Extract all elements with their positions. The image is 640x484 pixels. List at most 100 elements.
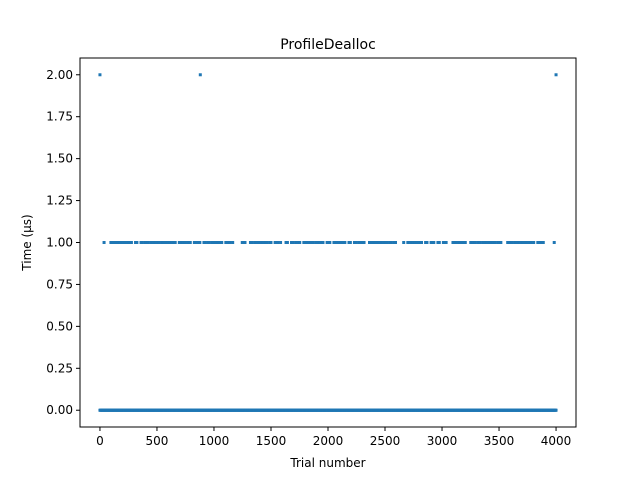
data-point xyxy=(157,241,161,244)
x-tick-label: 3000 xyxy=(427,434,458,448)
data-point xyxy=(321,241,325,244)
data-point xyxy=(269,241,273,244)
data-point xyxy=(328,241,332,244)
data-point xyxy=(432,241,436,244)
data-point xyxy=(532,241,536,244)
data-point xyxy=(276,241,280,244)
data-point xyxy=(339,241,343,244)
data-point xyxy=(228,241,232,244)
data-point xyxy=(385,241,389,244)
data-point xyxy=(377,241,381,244)
data-point xyxy=(537,241,541,244)
data-point xyxy=(225,241,229,244)
x-tick-label: 1000 xyxy=(199,434,230,448)
data-point xyxy=(198,241,202,244)
y-tick-label: 0.50 xyxy=(46,319,73,333)
data-point xyxy=(419,241,423,244)
data-point xyxy=(437,241,441,244)
data-point xyxy=(212,241,216,244)
data-point xyxy=(220,241,224,244)
chart-title: ProfileDealloc xyxy=(280,37,376,53)
data-point xyxy=(499,241,503,244)
data-point xyxy=(348,241,352,244)
data-point xyxy=(207,241,211,244)
y-axis-label: Time (μs) xyxy=(20,214,34,271)
data-point xyxy=(203,241,207,244)
data-point xyxy=(444,241,448,244)
data-point xyxy=(406,241,410,244)
data-point xyxy=(311,241,315,244)
x-axis: 0 500 1000 1500 2000 2500 3000 3500 4000 xyxy=(96,427,571,448)
data-point xyxy=(183,241,187,244)
data-point xyxy=(146,241,150,244)
data-point xyxy=(417,241,421,244)
x-tick-label: 2500 xyxy=(370,434,401,448)
data-point xyxy=(129,241,133,244)
data-point xyxy=(493,241,497,244)
data-point xyxy=(541,241,545,244)
data-point xyxy=(510,241,514,244)
data-point xyxy=(102,241,106,244)
data-point xyxy=(554,408,558,412)
data-point xyxy=(265,241,269,244)
data-point xyxy=(98,73,102,77)
data-point xyxy=(240,241,244,244)
data-point xyxy=(285,241,289,244)
data-point xyxy=(168,241,172,244)
data-point xyxy=(552,241,556,244)
data-point xyxy=(110,241,114,244)
data-point xyxy=(478,241,482,244)
data-point xyxy=(291,241,295,244)
data-point xyxy=(389,241,393,244)
x-tick-label: 3500 xyxy=(484,434,515,448)
points-layer xyxy=(98,73,558,412)
x-tick-label: 4000 xyxy=(541,434,572,448)
data-point xyxy=(298,241,302,244)
data-point xyxy=(198,73,202,77)
data-point xyxy=(186,241,190,244)
data-point xyxy=(526,241,530,244)
data-point xyxy=(250,241,254,244)
data-point xyxy=(554,73,558,77)
data-point xyxy=(309,241,313,244)
data-point xyxy=(413,241,417,244)
x-axis-label: Trial number xyxy=(289,456,365,470)
x-tick-label: 500 xyxy=(146,434,169,448)
data-point xyxy=(463,241,467,244)
data-point xyxy=(485,241,489,244)
data-point xyxy=(522,241,526,244)
data-point xyxy=(279,241,283,244)
data-point xyxy=(243,241,247,244)
data-point xyxy=(188,241,192,244)
data-point xyxy=(425,241,429,244)
data-point xyxy=(476,241,480,244)
data-point xyxy=(231,241,235,244)
data-point xyxy=(195,241,199,244)
data-point xyxy=(429,241,433,244)
y-axis: 0.00 0.25 0.50 0.75 1.00 1.25 1.50 1.75 2.00 xyxy=(46,68,80,417)
data-point xyxy=(173,241,177,244)
data-point xyxy=(149,241,153,244)
y-tick-label: 1.50 xyxy=(46,152,73,166)
data-point xyxy=(469,241,473,244)
data-point xyxy=(529,241,533,244)
data-point xyxy=(518,241,522,244)
data-point xyxy=(394,241,398,244)
data-point xyxy=(314,241,318,244)
data-point xyxy=(154,241,158,244)
y-tick-label: 1.25 xyxy=(46,194,73,208)
x-tick-label: 0 xyxy=(96,434,104,448)
data-point xyxy=(473,241,477,244)
data-point xyxy=(362,241,366,244)
x-tick-label: 2000 xyxy=(313,434,344,448)
data-point xyxy=(402,241,406,244)
data-point xyxy=(343,241,347,244)
x-tick-label: 1500 xyxy=(256,434,287,448)
y-tick-label: 1.00 xyxy=(46,236,73,250)
y-tick-label: 0.00 xyxy=(46,403,73,417)
y-tick-label: 0.25 xyxy=(46,361,73,375)
data-point xyxy=(354,241,358,244)
